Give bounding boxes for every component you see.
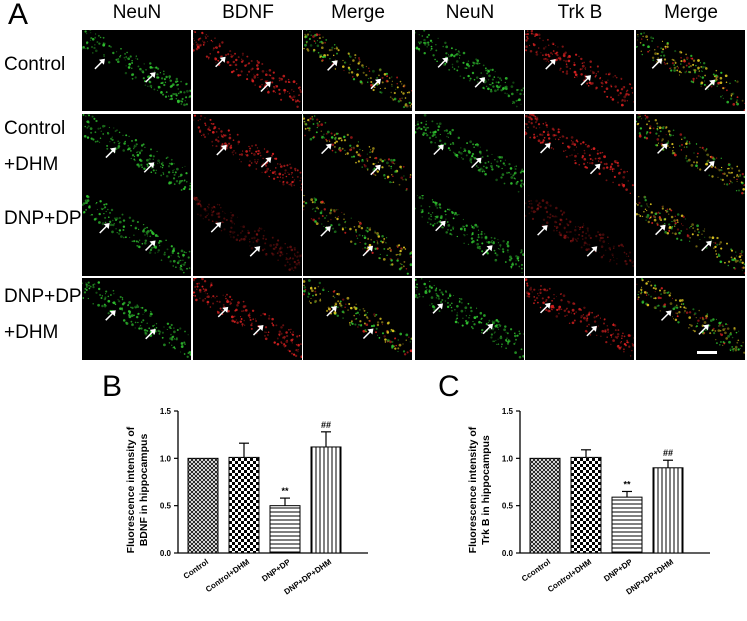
y-tick-label: 1.5 bbox=[502, 407, 514, 416]
y-axis-label: BDNF in hippocampus bbox=[138, 434, 150, 547]
y-tick-label: 0.0 bbox=[502, 549, 514, 558]
bar bbox=[188, 458, 218, 553]
scale-bar bbox=[697, 351, 717, 354]
bar bbox=[653, 468, 683, 553]
column-header-neun-2: NeuN bbox=[415, 2, 525, 24]
y-axis-label: Fluorescence intensity of bbox=[125, 426, 137, 553]
y-tick-label: 0.5 bbox=[160, 502, 172, 511]
row-label-line: DNP+DP bbox=[4, 286, 82, 308]
row-label-line: +DHM bbox=[4, 322, 82, 344]
micrograph-tile bbox=[636, 114, 745, 195]
micrograph-tile bbox=[82, 30, 191, 111]
row-label-control: Control bbox=[4, 54, 65, 76]
micrograph-tile bbox=[636, 195, 745, 276]
micrograph-tile bbox=[193, 114, 302, 195]
row-label-line: +DHM bbox=[4, 154, 65, 176]
micrograph-tile bbox=[415, 278, 524, 360]
micrograph-tile bbox=[82, 114, 191, 195]
y-tick-label: 0.0 bbox=[160, 549, 172, 558]
category-label: Control bbox=[182, 557, 210, 581]
panel-a-letter: A bbox=[8, 0, 28, 32]
significance-mark: ** bbox=[281, 486, 289, 496]
column-header-merge-1: Merge bbox=[303, 2, 413, 24]
column-header-trkb: Trk B bbox=[525, 2, 635, 24]
row-label-control-dhm: Control +DHM bbox=[4, 118, 65, 176]
bar bbox=[612, 497, 642, 553]
micrograph-tile bbox=[303, 195, 412, 276]
y-axis-label: Trk B in hippocampus bbox=[480, 435, 492, 545]
micrograph-tile bbox=[82, 278, 191, 360]
bar bbox=[229, 457, 259, 553]
micrograph-tile bbox=[415, 30, 524, 111]
column-header-bdnf: BDNF bbox=[193, 2, 303, 24]
category-label: DNP+DP bbox=[260, 557, 292, 583]
panel-c-letter: C bbox=[438, 370, 460, 404]
significance-mark: ## bbox=[321, 420, 331, 430]
micrograph-tile bbox=[82, 195, 191, 276]
bar bbox=[270, 506, 300, 553]
category-label: DNP+DP bbox=[602, 557, 634, 583]
y-tick-label: 1.0 bbox=[160, 454, 172, 463]
micrograph-tile bbox=[636, 30, 745, 111]
significance-mark: ## bbox=[663, 448, 673, 458]
micrograph-tile bbox=[193, 278, 302, 360]
category-label: Control+DHM bbox=[546, 557, 593, 594]
micrograph-tile bbox=[303, 114, 412, 195]
micrograph-tile bbox=[525, 195, 634, 276]
row-label-dnp-dp: DNP+DP bbox=[4, 208, 82, 230]
row-label-line: Control bbox=[4, 54, 65, 76]
significance-mark: ** bbox=[623, 479, 631, 489]
category-label: Ccontrol bbox=[520, 557, 552, 583]
micrograph-tile bbox=[303, 30, 412, 111]
row-label-line: DNP+DP bbox=[4, 208, 82, 230]
y-tick-label: 0.5 bbox=[502, 502, 514, 511]
row-label-line: Control bbox=[4, 118, 65, 140]
category-label: Control+DHM bbox=[204, 557, 251, 594]
bar bbox=[311, 447, 341, 553]
y-tick-label: 1.0 bbox=[502, 454, 514, 463]
micrograph-tile bbox=[303, 278, 412, 360]
micrograph-tile bbox=[525, 114, 634, 195]
y-axis-label: Fluorescence intensity of bbox=[467, 426, 479, 553]
micrograph-tile bbox=[525, 30, 634, 111]
micrograph-tile bbox=[636, 278, 745, 360]
column-header-merge-2: Merge bbox=[636, 2, 746, 24]
bar bbox=[530, 458, 560, 553]
micrograph-tile bbox=[415, 195, 524, 276]
row-label-dnp-dp-dhm: DNP+DP +DHM bbox=[4, 286, 82, 344]
micrograph-tile bbox=[415, 114, 524, 195]
y-tick-label: 1.5 bbox=[160, 407, 172, 416]
micrograph-tile bbox=[525, 278, 634, 360]
bar bbox=[571, 457, 601, 553]
micrograph-tile bbox=[193, 30, 302, 111]
micrograph-tile bbox=[193, 195, 302, 276]
column-header-neun-1: NeuN bbox=[82, 2, 192, 24]
